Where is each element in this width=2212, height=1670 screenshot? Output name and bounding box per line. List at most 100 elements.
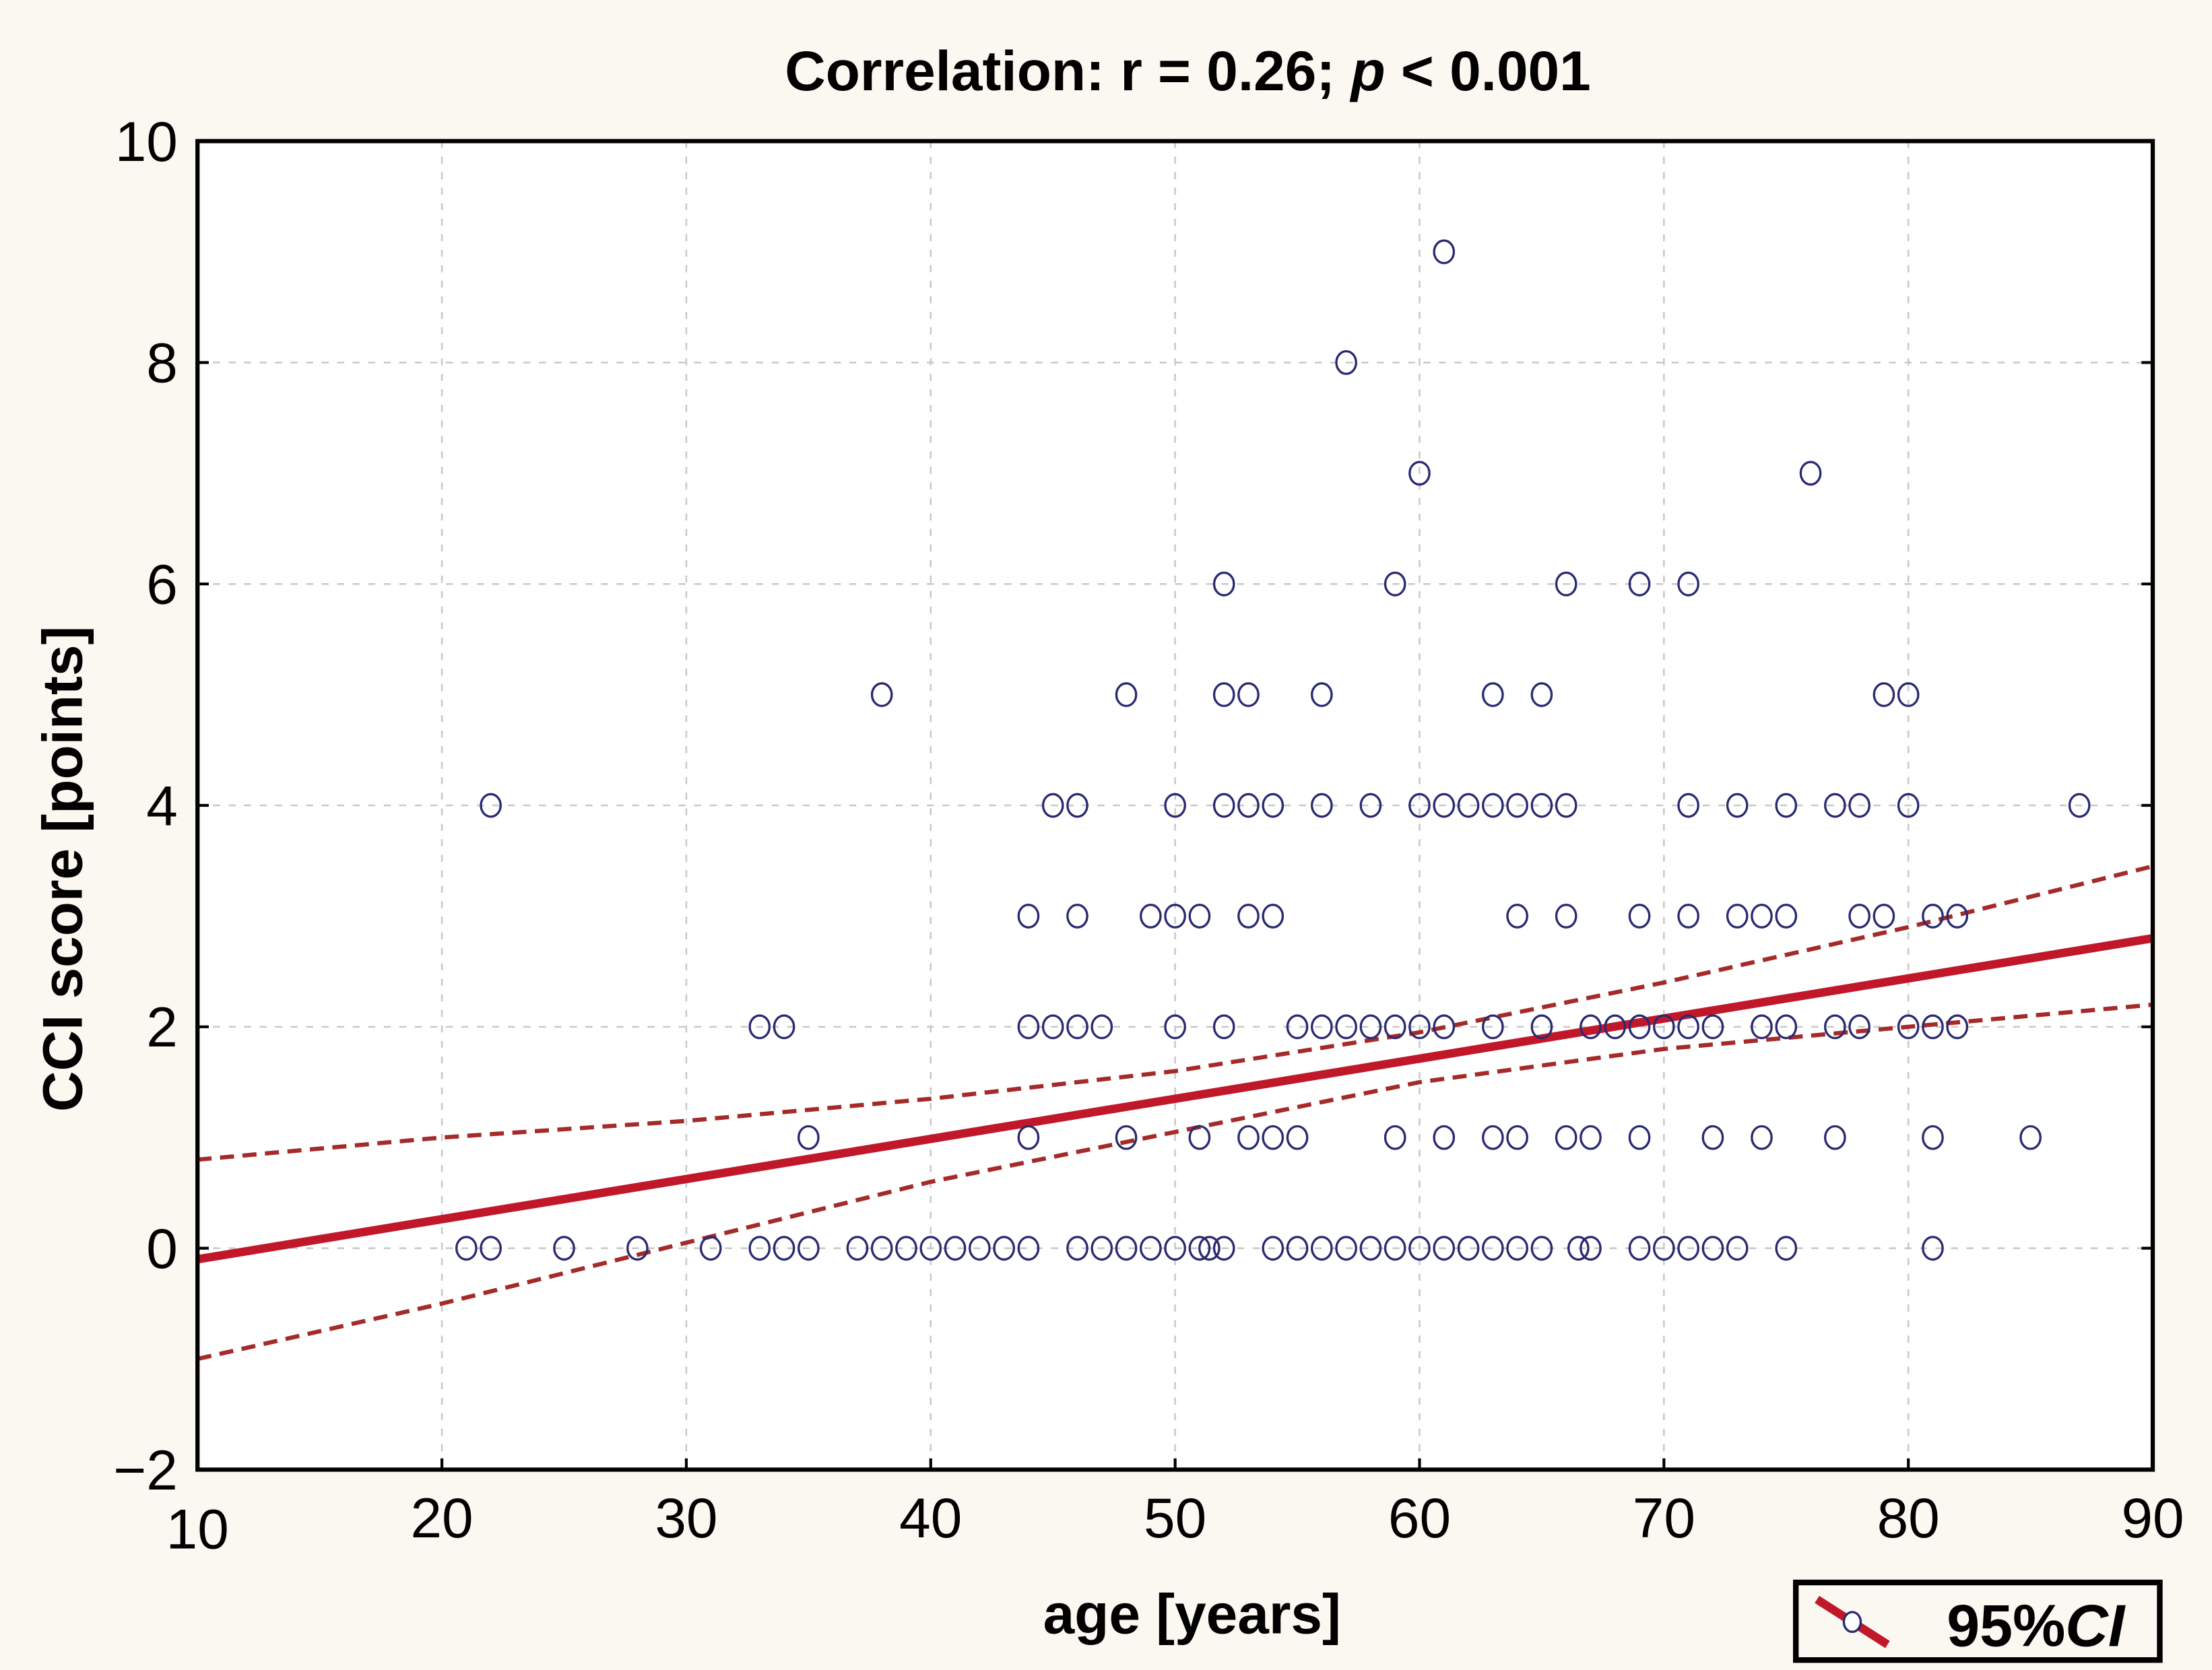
data-point	[1922, 1014, 1944, 1040]
data-point	[1286, 1125, 1309, 1150]
data-point	[1481, 1125, 1504, 1150]
data-point	[1481, 682, 1504, 708]
x-tick-label: 20	[410, 1486, 473, 1549]
data-point	[1237, 682, 1260, 708]
legend: 95%CI	[1792, 1579, 2163, 1663]
data-point	[1701, 1236, 1724, 1261]
data-point	[1897, 1014, 1920, 1040]
data-point	[1066, 903, 1088, 929]
legend-label-ci: CI	[2065, 1592, 2126, 1659]
data-point	[1555, 793, 1577, 818]
data-point	[1775, 793, 1798, 818]
x-tick-label: 40	[899, 1486, 962, 1549]
data-point	[1823, 793, 1846, 818]
data-point	[1164, 1236, 1186, 1261]
x-axis-label: age [years]	[1043, 1582, 1341, 1645]
data-point	[1652, 1236, 1675, 1261]
x-tick-label: 70	[1633, 1486, 1695, 1549]
data-point	[1530, 793, 1553, 818]
data-point	[1433, 1014, 1456, 1040]
ci-upper-line	[197, 864, 2153, 1162]
data-point	[1041, 793, 1064, 818]
data-point	[1530, 1236, 1553, 1261]
data-point	[1140, 1236, 1162, 1261]
data-point	[1188, 1236, 1211, 1261]
data-point	[1017, 1236, 1040, 1261]
data-point	[1066, 1236, 1088, 1261]
y-tick-label: 10	[115, 110, 178, 173]
data-point	[1335, 1014, 1357, 1040]
data-point	[1628, 1125, 1651, 1150]
data-point	[1212, 793, 1235, 818]
data-point	[1823, 1014, 1846, 1040]
data-point	[1384, 1014, 1406, 1040]
data-point	[1922, 903, 1944, 929]
data-point	[1433, 239, 1456, 265]
data-point	[1091, 1014, 1113, 1040]
data-point	[1311, 1236, 1333, 1261]
data-point	[993, 1236, 1015, 1261]
data-point	[1408, 1236, 1431, 1261]
data-point	[1408, 461, 1431, 486]
data-point	[895, 1236, 917, 1261]
data-point	[1567, 1236, 1590, 1261]
data-point	[1530, 682, 1553, 708]
data-point	[1481, 793, 1504, 818]
data-point	[1017, 1125, 1040, 1150]
y-tick-label: 6	[146, 553, 178, 616]
data-point	[1237, 793, 1260, 818]
data-point	[1311, 1014, 1333, 1040]
data-point	[1946, 1014, 1969, 1040]
data-point	[1873, 903, 1895, 929]
data-point	[1262, 1125, 1284, 1150]
data-point	[870, 1236, 893, 1261]
data-point	[2068, 793, 2091, 818]
data-point	[1873, 682, 1895, 708]
data-point	[1433, 1125, 1456, 1150]
data-point	[846, 1236, 869, 1261]
data-point	[1946, 903, 1969, 929]
chart-title: Correlation: r = 0.26; p < 0.001	[785, 39, 1591, 102]
data-point	[1408, 1014, 1431, 1040]
data-point	[1212, 1236, 1235, 1261]
data-point	[1457, 793, 1480, 818]
data-point	[1115, 682, 1138, 708]
data-point	[1580, 1125, 1602, 1150]
data-point	[1677, 793, 1699, 818]
legend-label-percent: 95%	[1947, 1592, 2065, 1659]
data-point	[1286, 1014, 1309, 1040]
data-point	[1017, 903, 1040, 929]
data-point	[1433, 793, 1456, 818]
x-tick-label: 10	[166, 1498, 229, 1561]
data-point	[1311, 682, 1333, 708]
data-point	[1652, 1014, 1675, 1040]
data-point	[1751, 903, 1773, 929]
data-point	[1066, 1014, 1088, 1040]
data-point	[1506, 1125, 1528, 1150]
data-point	[1848, 793, 1871, 818]
data-point	[1677, 571, 1699, 597]
regression-line	[197, 934, 2154, 1264]
data-point	[1628, 1236, 1651, 1261]
data-point	[1481, 1236, 1504, 1261]
grid-lines	[197, 141, 2153, 1470]
data-point	[1580, 1014, 1602, 1040]
data-point	[1506, 1236, 1528, 1261]
data-point	[1848, 1014, 1871, 1040]
data-point	[1164, 793, 1186, 818]
data-point	[626, 1236, 649, 1261]
y-tick-label: −2	[113, 1438, 178, 1502]
data-points	[455, 239, 2091, 1261]
data-point	[1188, 1125, 1211, 1150]
data-point	[1384, 571, 1406, 597]
x-tick-label: 50	[1144, 1486, 1206, 1549]
data-point	[798, 1236, 820, 1261]
data-point	[1188, 903, 1211, 929]
data-point	[748, 1014, 771, 1040]
title-suffix: < 0.001	[1386, 39, 1591, 102]
data-point	[1701, 1125, 1724, 1150]
data-point	[1726, 1236, 1749, 1261]
data-point	[1751, 1125, 1773, 1150]
data-point	[1384, 1125, 1406, 1150]
data-point	[870, 682, 893, 708]
